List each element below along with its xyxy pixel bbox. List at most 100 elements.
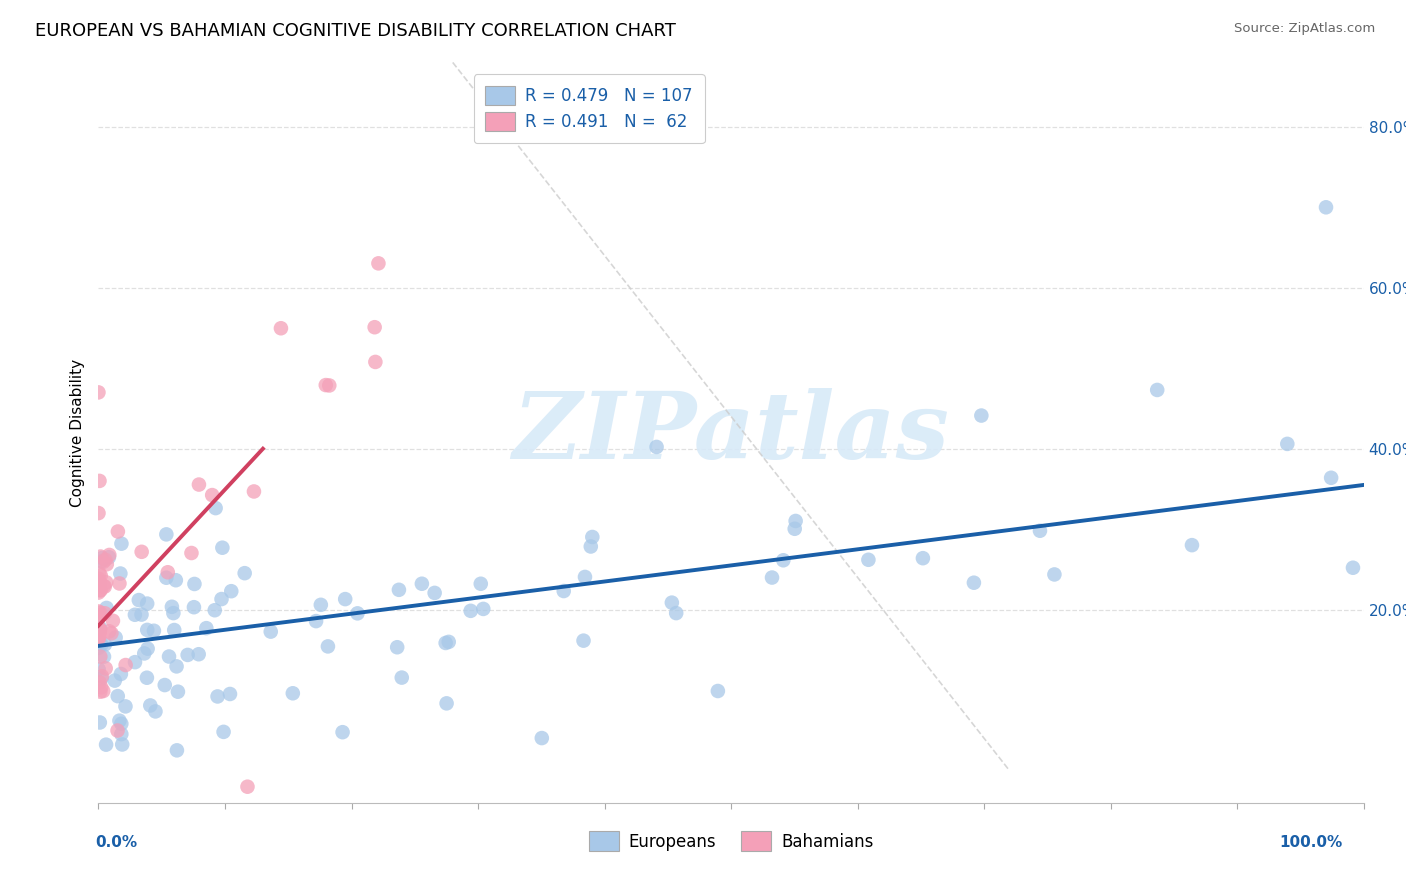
Point (89, 649, 111, 664)
Point (572, 633, 595, 648)
Point (166, 743, 188, 757)
Point (87, 608, 110, 623)
Point (309, 598, 332, 612)
Point (87, 631, 110, 645)
Point (183, 577, 205, 591)
Point (110, 716, 132, 731)
Point (305, 614, 328, 628)
Point (89, 684, 111, 698)
Point (104, 673, 127, 688)
Point (87, 572, 110, 586)
Point (167, 684, 190, 698)
Point (87, 575, 110, 590)
Point (90, 669, 112, 683)
Point (233, 566, 256, 581)
Point (134, 647, 156, 661)
Point (90, 555, 112, 569)
Point (858, 553, 880, 567)
Point (89, 623, 111, 637)
Point (1043, 567, 1066, 582)
Point (110, 566, 132, 581)
Point (135, 671, 157, 685)
Point (108, 714, 131, 728)
Point (89, 606, 111, 620)
Point (107, 524, 129, 539)
Point (101, 614, 124, 628)
Point (89, 474, 111, 488)
Point (243, 484, 266, 499)
Point (155, 527, 177, 541)
Point (89, 621, 111, 635)
Point (270, 321, 292, 335)
Point (162, 606, 184, 620)
Point (165, 573, 187, 587)
Point (472, 602, 495, 616)
Point (94, 637, 117, 651)
Point (91, 684, 114, 698)
Point (157, 649, 180, 664)
Point (90, 680, 112, 694)
Point (1341, 560, 1364, 574)
Legend: Europeans, Bahamians: Europeans, Bahamians (582, 825, 880, 857)
Point (89, 583, 111, 598)
Point (107, 723, 129, 738)
Point (219, 687, 242, 701)
Point (94, 661, 117, 675)
Point (87, 574, 110, 589)
Point (153, 678, 176, 692)
Point (260, 624, 283, 639)
Point (388, 582, 411, 597)
Point (87, 627, 110, 641)
Point (142, 624, 165, 638)
Point (315, 378, 337, 392)
Point (100, 626, 122, 640)
Point (145, 705, 167, 719)
Point (411, 576, 433, 591)
Point (163, 623, 186, 637)
Point (204, 501, 226, 516)
Point (1277, 437, 1299, 451)
Text: EUROPEAN VS BAHAMIAN COGNITIVE DISABILITY CORRELATION CHART: EUROPEAN VS BAHAMIAN COGNITIVE DISABILIT… (35, 22, 676, 40)
Point (107, 689, 129, 703)
Point (89, 635, 111, 649)
Point (367, 256, 389, 270)
Point (110, 536, 132, 550)
Point (970, 409, 993, 423)
Point (166, 659, 188, 673)
Point (204, 603, 226, 617)
Point (90, 549, 112, 564)
Point (91, 551, 114, 566)
Point (111, 738, 134, 752)
Point (761, 570, 783, 584)
Point (176, 648, 198, 662)
Point (89, 576, 111, 591)
Point (136, 597, 159, 611)
Point (136, 623, 159, 637)
Point (530, 731, 553, 745)
Point (460, 604, 482, 618)
Point (97, 550, 120, 565)
Point (346, 607, 368, 621)
Point (963, 575, 986, 590)
Point (661, 596, 683, 610)
Point (110, 667, 132, 681)
Point (364, 355, 387, 369)
Text: 100.0%: 100.0% (1279, 836, 1343, 850)
Point (183, 600, 205, 615)
Point (110, 727, 132, 741)
Point (1315, 200, 1337, 214)
Point (707, 684, 730, 698)
Point (1029, 524, 1052, 538)
Point (87, 624, 110, 639)
Point (785, 514, 807, 528)
Point (911, 551, 934, 566)
Point (96, 601, 118, 615)
Point (201, 488, 224, 502)
Point (104, 631, 127, 645)
Point (574, 570, 596, 584)
Point (434, 636, 457, 650)
Point (211, 592, 233, 607)
Point (645, 440, 668, 454)
Point (87, 506, 110, 520)
Point (579, 540, 602, 554)
